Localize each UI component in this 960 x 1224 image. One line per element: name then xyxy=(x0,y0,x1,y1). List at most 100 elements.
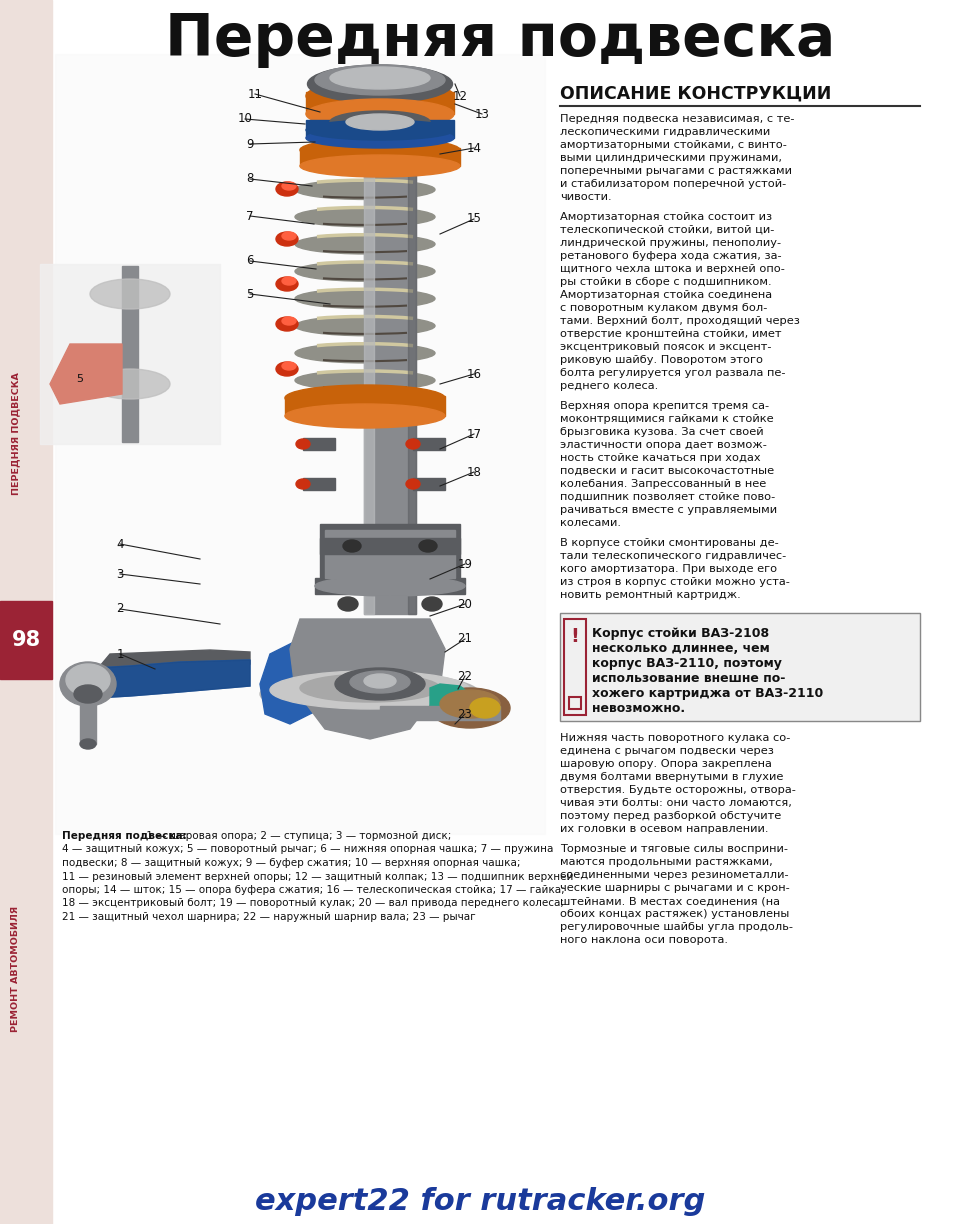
Text: 18: 18 xyxy=(467,465,481,479)
Text: 8: 8 xyxy=(247,173,253,186)
Ellipse shape xyxy=(74,685,102,703)
Ellipse shape xyxy=(295,316,435,335)
Ellipse shape xyxy=(276,277,298,291)
Bar xyxy=(0,601,52,679)
Ellipse shape xyxy=(419,540,437,552)
Text: риковую шайбу. Поворотом этого: риковую шайбу. Поворотом этого xyxy=(560,355,763,365)
Text: соединенными через резинометалли-: соединенными через резинометалли- xyxy=(560,870,788,880)
Ellipse shape xyxy=(260,672,480,716)
Text: колесами.: колесами. xyxy=(560,518,621,528)
Text: подшипник позволяет стойке пово-: подшипник позволяет стойке пово- xyxy=(560,492,776,502)
Text: 12: 12 xyxy=(452,89,468,103)
Polygon shape xyxy=(85,660,250,698)
Text: регулировочные шайбы угла продоль-: регулировочные шайбы угла продоль- xyxy=(560,922,793,931)
Ellipse shape xyxy=(282,277,296,285)
Text: с поворотным кулаком двумя бол-: с поворотным кулаком двумя бол- xyxy=(560,304,767,313)
Ellipse shape xyxy=(276,362,298,376)
Polygon shape xyxy=(50,344,122,404)
Ellipse shape xyxy=(346,114,414,130)
Ellipse shape xyxy=(306,129,454,148)
Text: болта регулируется угол развала пе-: болта регулируется угол развала пе- xyxy=(560,368,785,378)
Bar xyxy=(315,578,465,594)
Ellipse shape xyxy=(300,155,460,177)
Text: кого амортизатора. При выходе его: кого амортизатора. При выходе его xyxy=(560,564,778,574)
Text: 1: 1 xyxy=(116,647,124,661)
Text: 98: 98 xyxy=(12,630,40,650)
Ellipse shape xyxy=(276,233,298,246)
Text: тами. Верхний болт, проходящий через: тами. Верхний болт, проходящий через xyxy=(560,316,800,326)
Ellipse shape xyxy=(276,317,298,330)
Polygon shape xyxy=(430,684,480,720)
Ellipse shape xyxy=(470,698,500,718)
Bar xyxy=(325,530,455,578)
Ellipse shape xyxy=(295,262,435,282)
Text: 22: 22 xyxy=(458,670,472,683)
Ellipse shape xyxy=(295,343,435,364)
Ellipse shape xyxy=(306,120,454,140)
Ellipse shape xyxy=(315,65,445,95)
Ellipse shape xyxy=(307,65,452,103)
Text: лескопическими гидравлическими: лескопическими гидравлическими xyxy=(560,127,770,137)
Ellipse shape xyxy=(406,479,420,490)
Bar xyxy=(364,174,374,614)
Text: 11 — резиновый элемент верхней опоры; 12 — защитный колпак; 13 — подшипник верхн: 11 — резиновый элемент верхней опоры; 12… xyxy=(62,871,573,881)
Text: брызговика кузова. За счет своей: брызговика кузова. За счет своей xyxy=(560,427,763,437)
Text: хожего картриджа от ВАЗ-2110: хожего картриджа от ВАЗ-2110 xyxy=(592,687,824,700)
Bar xyxy=(80,689,96,744)
Text: отверстие кронштейна стойки, имет: отверстие кронштейна стойки, имет xyxy=(560,329,781,339)
Bar xyxy=(564,619,586,715)
Ellipse shape xyxy=(350,671,410,693)
Ellipse shape xyxy=(306,99,454,129)
Text: корпус ВАЗ-2110, поэтому: корпус ВАЗ-2110, поэтому xyxy=(592,657,781,670)
Text: тали телескопического гидравличес-: тали телескопического гидравличес- xyxy=(560,551,786,561)
Text: Тормозные и тяговые силы восприни-: Тормозные и тяговые силы восприни- xyxy=(560,845,788,854)
Bar xyxy=(55,54,545,834)
Text: РЕМОНТ АВТОМОБИЛЯ: РЕМОНТ АВТОМОБИЛЯ xyxy=(12,906,20,1032)
Ellipse shape xyxy=(90,279,170,308)
Bar xyxy=(303,438,335,450)
Text: 7: 7 xyxy=(247,209,253,223)
Ellipse shape xyxy=(338,597,358,611)
Text: Амортизаторная стойка состоит из: Амортизаторная стойка состоит из xyxy=(560,212,772,222)
Text: эксцентриковый поясок и эксцент-: эксцентриковый поясок и эксцент- xyxy=(560,341,772,353)
Bar xyxy=(413,479,445,490)
Text: 15: 15 xyxy=(467,213,481,225)
Text: В корпусе стойки смонтированы де-: В корпусе стойки смонтированы де- xyxy=(560,539,779,548)
Text: двумя болтами ввернутыми в глухие: двумя болтами ввернутыми в глухие xyxy=(560,772,783,782)
Text: 21 — защитный чехол шарнира; 22 — наружный шарнир вала; 23 — рычаг: 21 — защитный чехол шарнира; 22 — наружн… xyxy=(62,912,475,922)
Bar xyxy=(413,438,445,450)
Text: 23: 23 xyxy=(458,707,472,721)
Ellipse shape xyxy=(364,674,396,688)
Text: телескопической стойки, витой ци-: телескопической стойки, витой ци- xyxy=(560,225,775,235)
Text: амортизаторными стойками, с винто-: амортизаторными стойками, с винто- xyxy=(560,140,787,151)
Text: невозможно.: невозможно. xyxy=(592,703,685,715)
Polygon shape xyxy=(260,634,340,725)
Text: подвески и гасит высокочастотные: подвески и гасит высокочастотные xyxy=(560,466,774,476)
Ellipse shape xyxy=(295,180,435,200)
Text: 5: 5 xyxy=(77,375,84,384)
Text: ческие шарниры с рычагами и с крон-: ческие шарниры с рычагами и с крон- xyxy=(560,883,790,894)
Ellipse shape xyxy=(335,668,425,700)
Bar xyxy=(40,264,220,444)
Text: 5: 5 xyxy=(247,288,253,301)
Text: Верхняя опора крепится тремя са-: Верхняя опора крепится тремя са- xyxy=(560,401,769,411)
Ellipse shape xyxy=(270,671,470,709)
Ellipse shape xyxy=(66,663,110,696)
Text: 3: 3 xyxy=(116,568,124,580)
Ellipse shape xyxy=(440,690,500,718)
Ellipse shape xyxy=(430,688,510,728)
Bar xyxy=(122,266,138,442)
Ellipse shape xyxy=(295,234,435,253)
Text: чивости.: чивости. xyxy=(560,192,612,202)
Text: 6: 6 xyxy=(247,255,253,268)
Ellipse shape xyxy=(315,577,465,596)
Bar xyxy=(560,613,920,721)
Bar xyxy=(320,539,460,554)
Text: шаровую опору. Опора закреплена: шаровую опору. Опора закреплена xyxy=(560,759,772,769)
Ellipse shape xyxy=(422,597,442,611)
Bar xyxy=(300,148,460,166)
Bar xyxy=(569,696,581,709)
Text: Нижняя часть поворотного кулака со-: Нижняя часть поворотного кулака со- xyxy=(560,733,790,743)
Bar xyxy=(364,174,416,614)
Text: и стабилизатором поперечной устой-: и стабилизатором поперечной устой- xyxy=(560,179,786,188)
